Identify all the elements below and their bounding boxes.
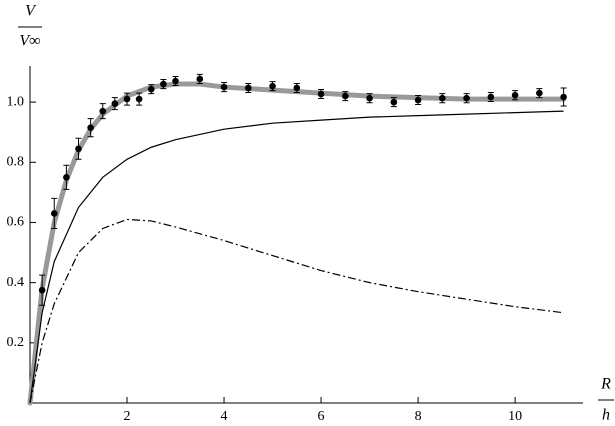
data-point: [87, 124, 94, 131]
data-point: [220, 83, 228, 91]
data-point: [317, 90, 325, 98]
data-point: [439, 94, 446, 102]
data-point: [463, 94, 470, 102]
data-point: [50, 210, 58, 217]
y-tick-label: 0.6: [7, 215, 25, 230]
x-tick-label: 8: [415, 409, 422, 424]
y-tick-label: 1.0: [7, 94, 25, 109]
data-point: [38, 286, 46, 294]
data-point: [123, 95, 131, 103]
curve: [29, 110, 564, 404]
data-point: [560, 93, 567, 101]
data-point: [99, 107, 107, 115]
data-point: [536, 89, 543, 97]
data-point: [269, 82, 276, 90]
y-tick-label: 0.8: [7, 155, 25, 170]
data-point: [160, 80, 167, 88]
x-tick-label: 6: [318, 409, 325, 424]
data-point: [244, 84, 252, 92]
x-label-numerator: R: [600, 376, 611, 393]
x-label-denominator: h: [602, 407, 610, 424]
x-tick-label: 2: [124, 409, 131, 424]
data-point: [511, 91, 519, 99]
data-point: [342, 92, 349, 100]
y-tick-label: 0.4: [7, 275, 25, 290]
x-tick-label: 4: [221, 409, 228, 424]
y-tick-label: 0.2: [7, 335, 25, 350]
data-point: [487, 93, 495, 101]
data-point: [414, 96, 422, 104]
curve: [27, 81, 567, 406]
data-point: [390, 98, 398, 106]
data-point: [75, 145, 82, 153]
x-tick-label: 10: [508, 409, 522, 424]
data-point: [172, 77, 179, 85]
curve: [29, 218, 564, 404]
y-label-numerator: V: [25, 3, 37, 20]
data-point: [293, 84, 301, 92]
data-point: [63, 174, 70, 181]
data-point: [135, 95, 143, 103]
y-label-denominator: V∞: [19, 33, 40, 50]
data-point: [147, 85, 155, 93]
data-point: [111, 100, 119, 107]
data-point: [366, 94, 373, 102]
data-point: [196, 75, 204, 83]
